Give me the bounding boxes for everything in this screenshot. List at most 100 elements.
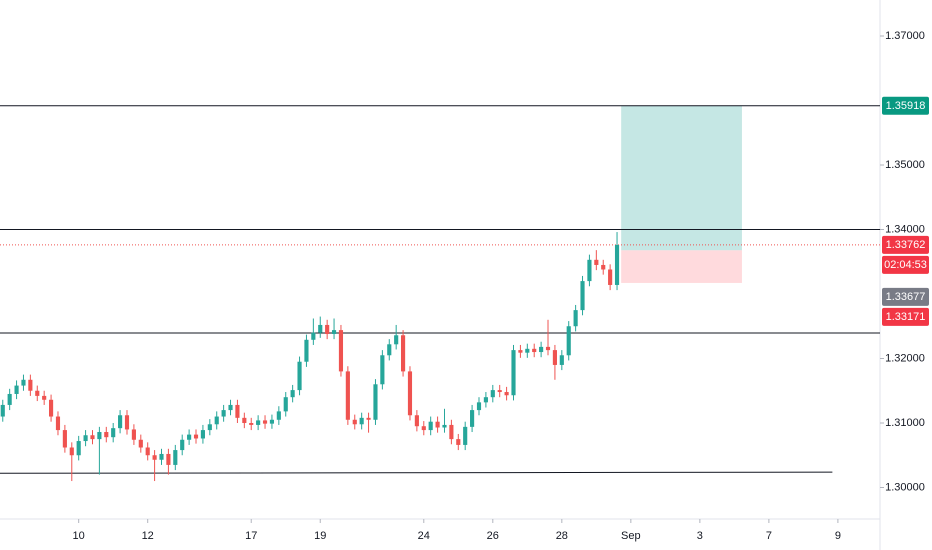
y-tick-label: 1.35000 — [885, 159, 925, 171]
candle-body — [180, 439, 185, 451]
candle-body — [187, 434, 192, 440]
candle-body — [394, 335, 399, 345]
x-tick-label: Sep — [621, 530, 641, 542]
price-label-bg — [882, 287, 929, 306]
candle-body — [200, 430, 205, 439]
candle-body — [442, 424, 447, 428]
price-label-bg — [882, 307, 929, 326]
candle-body — [283, 397, 288, 412]
countdown-bg — [882, 255, 929, 274]
candle-body — [366, 417, 371, 420]
candle-body — [290, 390, 295, 398]
candle-body — [483, 397, 488, 403]
price-label-bg — [882, 235, 929, 254]
candle-body — [76, 441, 81, 456]
candle-body — [497, 390, 502, 393]
y-tick-label: 1.31000 — [885, 417, 925, 429]
profit-zone — [621, 105, 742, 251]
candle-body — [221, 410, 226, 417]
candle-body — [83, 435, 88, 442]
candle-body — [401, 335, 406, 372]
candle-body — [111, 428, 116, 438]
candle-body — [124, 415, 130, 430]
x-tick-label: 26 — [487, 530, 499, 542]
x-tick-label: 28 — [556, 530, 568, 542]
candle-body — [421, 426, 426, 431]
candle-body — [414, 415, 419, 427]
candle-body — [325, 324, 330, 334]
x-tick-label: 3 — [697, 530, 703, 542]
candle-body — [456, 439, 461, 445]
trend-line — [0, 471, 833, 474]
candle-body — [594, 259, 599, 265]
candle-body — [559, 355, 564, 365]
candle-body — [338, 330, 344, 372]
candle-body — [256, 420, 261, 425]
candle-body — [373, 384, 378, 420]
candle-body — [55, 416, 61, 431]
candle-body — [0, 404, 5, 417]
candle-body — [318, 324, 323, 333]
candle-body — [449, 424, 454, 440]
candle-body — [276, 411, 281, 420]
candle-body — [214, 416, 219, 425]
y-tick-label: 1.34000 — [885, 223, 925, 235]
y-tick-label: 1.30000 — [885, 481, 925, 493]
x-tick-label: 12 — [142, 530, 154, 542]
candle-body — [552, 350, 557, 365]
candle-body — [14, 385, 19, 394]
candle-body — [532, 348, 537, 353]
candle-body — [269, 419, 275, 424]
candle-body — [380, 355, 385, 385]
candle-body — [587, 259, 592, 282]
candle-body — [435, 421, 440, 428]
candle-body — [573, 310, 578, 327]
candle-body — [545, 346, 551, 351]
x-tick-label: 10 — [73, 530, 85, 542]
candle-body — [331, 330, 337, 334]
candle-body — [207, 424, 212, 431]
x-tick-label: 24 — [418, 530, 430, 542]
candle-body — [580, 281, 585, 311]
candle-body — [518, 350, 523, 353]
candle-body — [262, 420, 268, 424]
candle-body — [35, 390, 40, 396]
candle-body — [152, 455, 157, 460]
candle-body — [42, 395, 47, 400]
candle-body — [7, 393, 12, 405]
price-label: 1.33171 — [886, 311, 926, 323]
candle-body — [490, 390, 495, 398]
candle-body — [145, 447, 150, 456]
candle-body — [228, 404, 233, 411]
candle-body — [21, 379, 26, 386]
candle-body — [242, 417, 247, 423]
candle-body — [166, 453, 171, 465]
price-label: 1.33677 — [886, 291, 926, 303]
candle-body — [28, 379, 33, 391]
candle-body — [428, 421, 433, 431]
candle-body — [193, 434, 199, 439]
candle-body — [173, 450, 178, 465]
candle-body — [511, 350, 516, 396]
candle-body — [614, 244, 620, 285]
x-tick-label: 19 — [314, 530, 326, 542]
y-tick-label: 1.32000 — [885, 352, 925, 364]
candle-body — [566, 326, 571, 356]
candle-body — [311, 332, 316, 340]
price-label-bg — [882, 96, 929, 115]
x-tick-label: 9 — [835, 530, 841, 542]
x-tick-label: 7 — [766, 530, 772, 542]
candle-body — [131, 429, 136, 440]
candle-body — [608, 269, 613, 285]
candle-body — [97, 432, 102, 440]
price-label: 1.33762 — [886, 239, 926, 251]
candle-body — [104, 432, 109, 438]
candle-body — [49, 399, 54, 417]
loss-zone — [621, 250, 742, 283]
candle-body — [90, 435, 95, 440]
candle-body — [118, 415, 123, 429]
candle-body — [601, 264, 606, 270]
price-label: 1.35918 — [886, 100, 926, 112]
